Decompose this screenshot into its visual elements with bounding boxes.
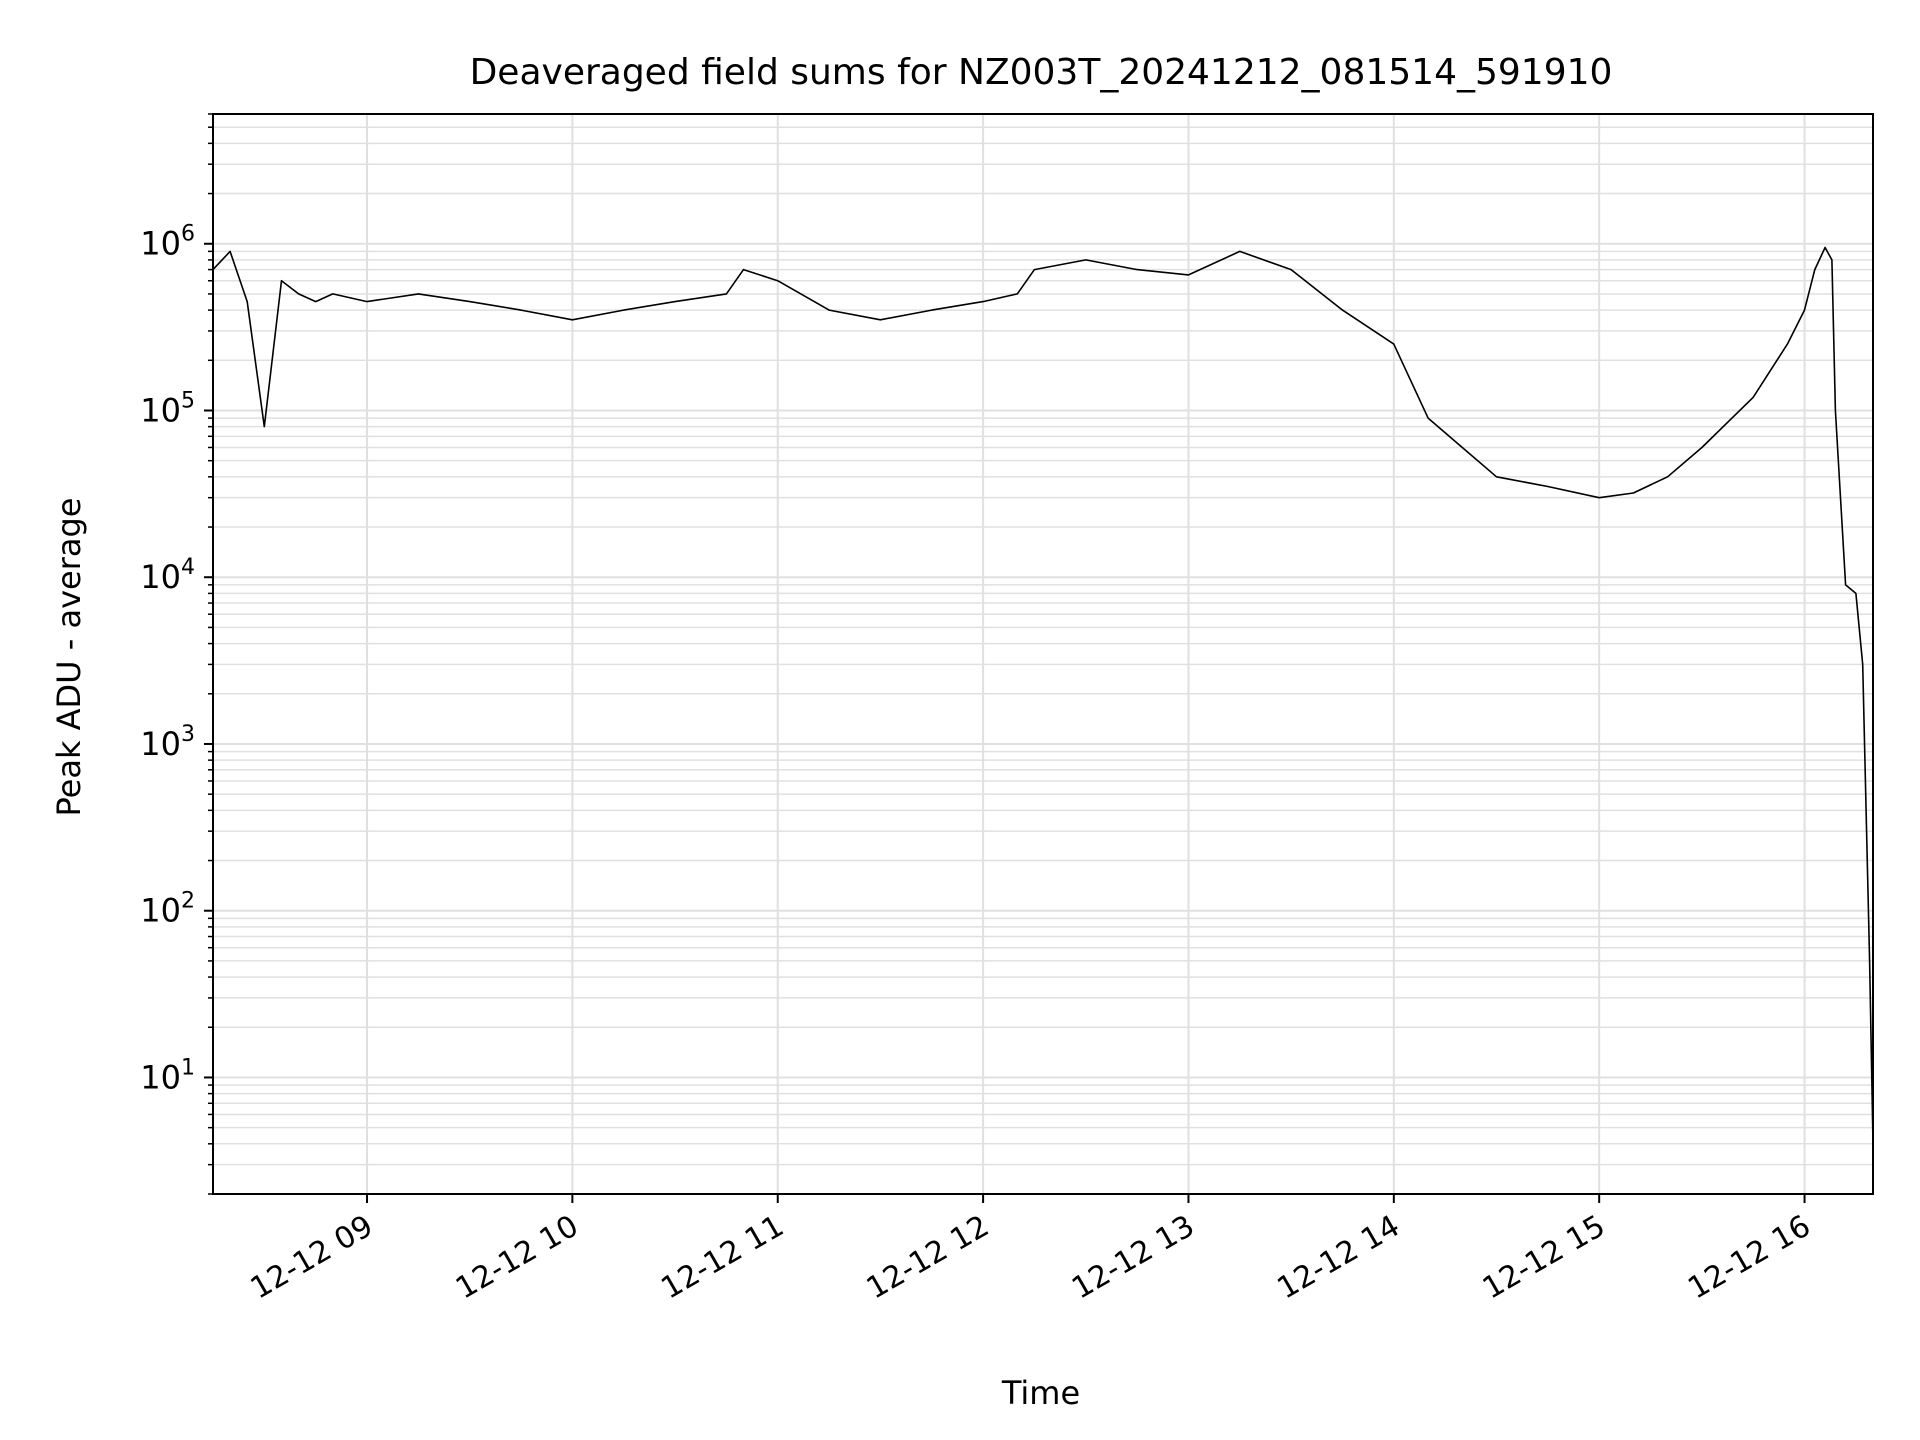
y-tick-label: 103 [140, 722, 195, 763]
y-tick-label: 106 [140, 222, 195, 263]
grid-lines [213, 113, 1873, 1195]
plot-frame [212, 113, 1874, 1195]
data-series-layer [212, 246, 1874, 1144]
x-axis-label: Time [1001, 1374, 1080, 1412]
chart-title: Deaveraged field sums for NZ003T_2024121… [470, 52, 1613, 93]
y-axis-label: Peak ADU - average [50, 498, 88, 817]
y-tick-label: 101 [140, 1055, 195, 1096]
y-tick-label: 105 [140, 388, 195, 429]
y-tick-label: 102 [140, 889, 195, 930]
y-tick-label: 104 [140, 555, 195, 596]
series-line [212, 246, 1874, 1144]
